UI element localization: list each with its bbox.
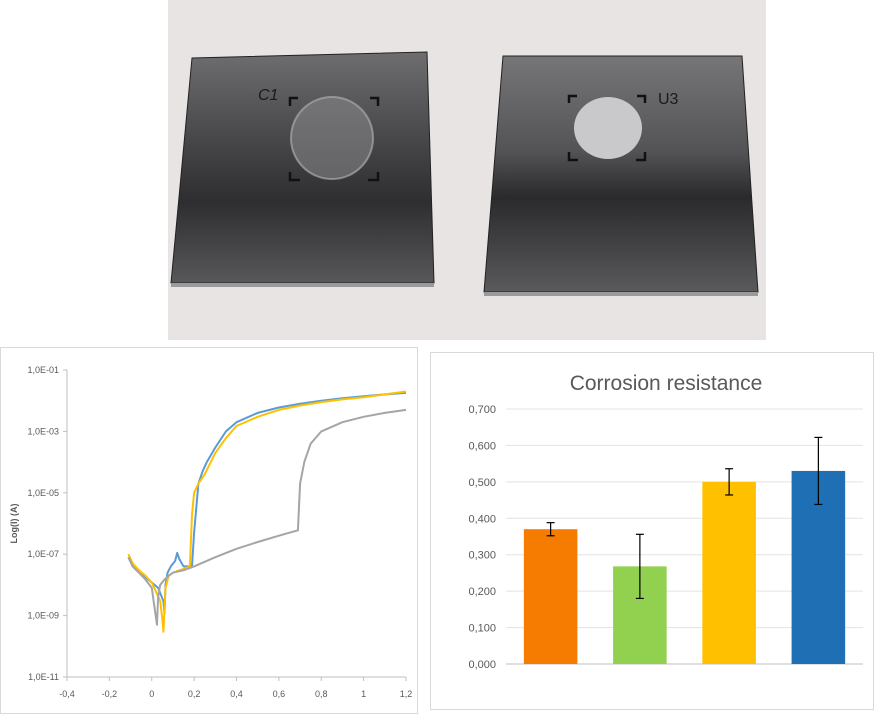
- series-line-3: [127, 408, 407, 626]
- y-tick-label: 1,0E-11: [28, 672, 59, 682]
- y-tick-label: 0,700: [468, 404, 496, 416]
- x-tick-label: 0: [149, 689, 154, 699]
- marker-brackets-left: [288, 96, 380, 182]
- y-tick-label: 1,0E-01: [27, 365, 59, 375]
- y-tick-label: 1,0E-05: [27, 488, 59, 498]
- marker-brackets-right: [567, 94, 647, 162]
- corrosion-resistance-chart-svg: Corrosion resistance 0,000 0,100 0,200 0,30…: [468, 372, 863, 671]
- x-tick-label: -0,4: [59, 689, 75, 699]
- plate-left-label: C1: [258, 87, 278, 104]
- y-tick-label: 1,0E-07: [27, 549, 59, 559]
- test-spot-left: [291, 97, 373, 179]
- bar-3: [702, 481, 756, 664]
- chart-title: Corrosion resistance: [570, 372, 763, 395]
- series-line-1: [127, 391, 407, 615]
- y-tick-label: 0,300: [468, 550, 496, 562]
- corrosion-resistance-chart: Corrosion resistance 0,000 0,100 0,200 0,30…: [430, 352, 874, 710]
- x-tick-label: -0,2: [102, 689, 118, 699]
- error-bar-1: [546, 522, 555, 537]
- x-tick-label: 1,2: [400, 689, 413, 699]
- sample-plates-photo: C1 U3: [168, 0, 766, 340]
- polarization-chart: 1,0E-11 1,0E-09 1,0E-07 1,0E-05 1,0E-03 1,0E-…: [0, 347, 418, 714]
- bar-1: [523, 529, 578, 664]
- y-tick-label: 0,500: [468, 477, 496, 489]
- y-tick-label: 0,400: [468, 513, 496, 525]
- test-spot-right: [574, 97, 642, 159]
- series-line-2: [127, 390, 407, 633]
- x-tick-label: 1: [361, 689, 366, 699]
- plate-right: U3: [483, 55, 759, 296]
- plate-right-label: U3: [658, 91, 679, 108]
- error-bar-2: [635, 533, 644, 600]
- y-tick-label: 0,200: [468, 586, 496, 598]
- error-bar-3: [725, 468, 734, 496]
- x-tick-label: 0,6: [273, 689, 286, 699]
- x-tick-label: 0,2: [188, 689, 201, 699]
- y-tick-label: 0,600: [468, 440, 496, 452]
- y-tick-label: 0,100: [468, 623, 496, 635]
- x-tick-label: 0,8: [315, 689, 328, 699]
- error-bar-4: [814, 436, 823, 506]
- y-tick-label: 0,000: [468, 659, 496, 671]
- x-tick-label: 0,4: [230, 689, 243, 699]
- y-tick-label: 1,0E-03: [27, 426, 59, 436]
- polarization-chart-svg: 1,0E-11 1,0E-09 1,0E-07 1,0E-05 1,0E-03 1,0E-…: [9, 365, 413, 699]
- plates-illustration: C1 U3: [170, 51, 759, 296]
- plate-left: C1: [170, 51, 435, 287]
- y-axis-label: Log(I) (A): [9, 504, 19, 544]
- y-tick-label: 1,0E-09: [27, 611, 59, 621]
